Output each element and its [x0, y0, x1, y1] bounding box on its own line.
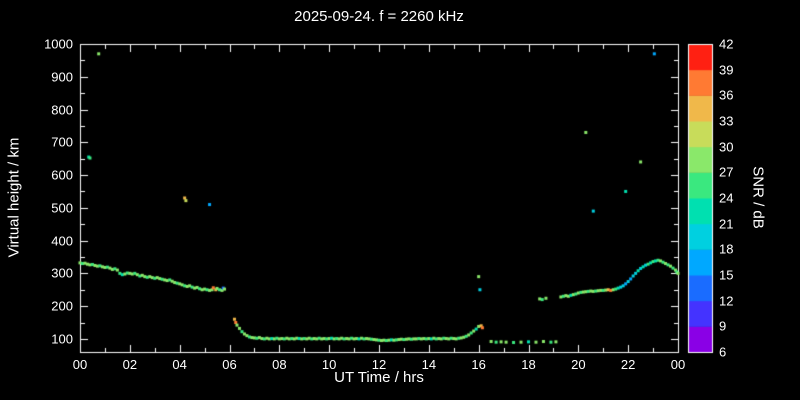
- colorbar-tick-label: 12: [719, 293, 734, 309]
- colorbar-tick-label: 30: [719, 139, 734, 155]
- x-tick-label: 16: [471, 357, 486, 372]
- x-tick-label: 22: [620, 357, 636, 372]
- x-tick-label: 00: [670, 357, 686, 372]
- x-tick-label: 02: [122, 357, 138, 372]
- y-tick-label: 1000: [44, 36, 73, 52]
- x-tick-label: 20: [571, 357, 586, 372]
- x-tick-label: 12: [371, 357, 387, 372]
- y-tick-label: 400: [51, 233, 73, 249]
- colorbar-tick-label: 18: [719, 241, 734, 257]
- y-tick-label: 600: [51, 167, 73, 183]
- colorbar-tick-label: 6: [719, 344, 727, 360]
- colorbar-tick-label: 15: [719, 267, 734, 283]
- colorbar-tick-label: 9: [719, 318, 727, 334]
- x-tick-label: 06: [222, 357, 237, 372]
- y-tick-label: 800: [51, 102, 73, 118]
- y-axis-label: Virtual height / km: [5, 137, 23, 258]
- x-tick-label: 18: [521, 357, 536, 372]
- colorbar-tick-label: 36: [719, 87, 734, 103]
- colorbar-tick-label: 33: [719, 113, 734, 129]
- x-tick-label: 14: [421, 357, 437, 372]
- y-tick-label: 900: [51, 69, 73, 85]
- colorbar-tick-label: 21: [719, 216, 734, 232]
- colorbar-tick-label: 42: [719, 36, 734, 52]
- x-tick-label: 04: [172, 357, 187, 372]
- colorbar-tick-label: 27: [719, 164, 734, 180]
- colorbar-tick-label: 39: [719, 62, 734, 78]
- x-axis-label: UT Time / hrs: [334, 369, 424, 386]
- y-tick-label: 100: [51, 331, 73, 347]
- y-tick-label: 500: [51, 200, 73, 216]
- x-tick-label: 00: [72, 357, 88, 372]
- x-tick-label: 10: [321, 357, 337, 372]
- x-tick-label: 08: [272, 357, 287, 372]
- y-tick-label: 300: [51, 265, 73, 281]
- y-tick-label: 200: [51, 298, 73, 314]
- chart-title: 2025-09-24. f = 2260 kHz: [294, 8, 464, 25]
- y-tick-label: 700: [51, 134, 73, 150]
- colorbar-label: SNR / dB: [749, 166, 767, 229]
- colorbar-tick-label: 24: [719, 190, 734, 206]
